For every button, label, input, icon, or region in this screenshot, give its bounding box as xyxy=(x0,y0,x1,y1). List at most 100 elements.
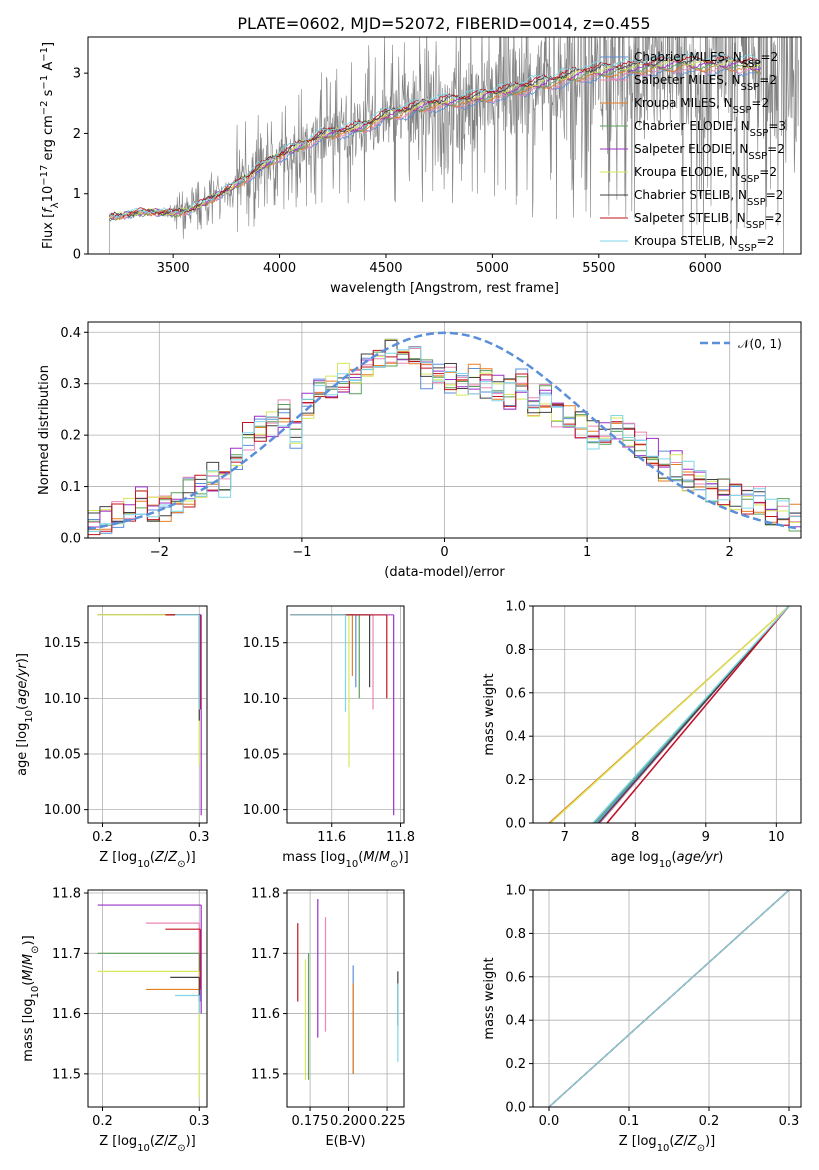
ytick-label: 10.10 xyxy=(44,692,81,707)
marks-cum-age xyxy=(548,606,790,823)
cumage-salpeter-stelib xyxy=(606,606,790,823)
marks-mass-age xyxy=(290,614,395,816)
xtick-label: 3500 xyxy=(157,261,190,276)
grid-cum-z xyxy=(533,889,801,1108)
marks-residuals xyxy=(88,331,801,536)
axes-frame xyxy=(532,605,802,824)
xtick-label: 0.1 xyxy=(619,1114,640,1129)
xtick-label: 5000 xyxy=(476,261,509,276)
ytick-label: 1.0 xyxy=(505,884,526,899)
xtick-label: 1 xyxy=(583,545,591,560)
marks-spectrum xyxy=(108,37,799,254)
ytick-label: 10.10 xyxy=(243,692,280,707)
xlabel: mass [log10(M/M⊙)] xyxy=(282,850,408,870)
xlabel: (data-model)/error xyxy=(384,565,505,580)
xlabel: wavelength [Angstrom, rest frame] xyxy=(330,281,559,296)
ytick-label: 0.6 xyxy=(505,686,526,701)
ytick-label: 0.4 xyxy=(60,326,81,341)
xtick-label: 0.175 xyxy=(291,1114,328,1129)
cumz-kroupa-stelib xyxy=(548,890,790,1107)
legend-label-chabrier-elodie: Chabrier ELODIE, NSSP=3 xyxy=(634,119,786,139)
xtick-label: −2 xyxy=(150,545,169,560)
panel-z-mass: 0.2 0.3 11.5 11.6 11.7 11.8 Z [log10(Z/Z⊙)] mas… xyxy=(21,887,210,1154)
normal-curve xyxy=(88,331,799,531)
xtick-label: 0.225 xyxy=(368,1114,405,1129)
marks-ebv-mass xyxy=(297,899,399,1080)
xtick-label: 11.8 xyxy=(386,830,415,845)
model-line-salpeter-stelib xyxy=(108,53,761,218)
xlabel: Z [log10(Z/Z⊙)] xyxy=(619,1134,716,1154)
xtick-label: 7 xyxy=(561,830,569,845)
xtick-label: 10 xyxy=(768,830,785,845)
ytick-label: 11.6 xyxy=(251,1007,280,1022)
panel-z-age: 0.2 0.3 10.00 10.05 10.10 10.15 Z [log10(Z/Z⊙)… xyxy=(15,605,210,870)
legend-label-normal: 𝒩(0, 1) xyxy=(738,337,782,351)
xtick-label: 8 xyxy=(631,830,639,845)
xtick-label: 6000 xyxy=(689,261,722,276)
grid-z-mass xyxy=(88,890,207,1107)
ytick-label: 11.7 xyxy=(251,947,280,962)
panel-spectrum: 3500 4000 4500 5000 5500 6000 0 1 2 3 Chabrier MIL… xyxy=(39,36,802,296)
legend-label-salpeter-miles: Salpeter MILES, NSSP=2 xyxy=(634,73,777,93)
xtick-label: 0.3 xyxy=(189,1114,210,1129)
xtick-label: 0 xyxy=(440,545,448,560)
marks-z-age xyxy=(97,614,202,816)
ytick-label: 10.00 xyxy=(243,803,280,818)
cumage-kroupa-elodie xyxy=(550,606,790,823)
ytick-label: 0.0 xyxy=(60,532,81,547)
ytick-label: 10.05 xyxy=(243,748,280,763)
hist-kroupa-stelib xyxy=(88,346,801,532)
ytick-label: 11.5 xyxy=(251,1067,280,1082)
ylabel: Flux [fλ10−17 erg cm−2 s−1 A−1] xyxy=(39,42,61,249)
xtick-label: 0.200 xyxy=(330,1114,367,1129)
legend-label-kroupa-stelib: Kroupa STELIB, NSSP=2 xyxy=(634,234,774,254)
grid-ebv-mass xyxy=(287,890,404,1107)
xtick-label: 0.2 xyxy=(92,830,113,845)
ytick-label: 11.5 xyxy=(52,1067,81,1082)
marks-cum-z xyxy=(548,890,790,1107)
axes-frame xyxy=(532,889,802,1108)
ytick-label: 11.6 xyxy=(52,1007,81,1022)
panel-mass-age: 11.6 11.8 10.00 10.05 10.10 10.15 mass [log10(… xyxy=(243,605,415,870)
ytick-label: 2 xyxy=(73,127,81,142)
ytick-label: 0 xyxy=(73,248,81,263)
ytick-label: 0.1 xyxy=(60,480,81,495)
axes-frame xyxy=(286,605,405,824)
legend-label-kroupa-miles: Kroupa MILES, NSSP=2 xyxy=(634,96,769,116)
xtick-label: 9 xyxy=(702,830,710,845)
xtick-label: 0.2 xyxy=(699,1114,720,1129)
ytick-label: 0.0 xyxy=(505,817,526,832)
xtick-label: 11.6 xyxy=(317,830,346,845)
hist-chabrier-stelib xyxy=(88,339,801,525)
xtick-label: 0.2 xyxy=(92,1114,113,1129)
panel-residuals: −2 −1 0 1 2 0.0 0.1 0.2 0.3 0.4 𝒩(0, 1) (data-model… xyxy=(37,321,802,580)
cumage-kroupa-stelib xyxy=(592,606,790,823)
ytick-label: 0.2 xyxy=(505,773,526,788)
xtick-label: 4000 xyxy=(263,261,296,276)
figure-title: PLATE=0602, MJD=52072, FIBERID=0014, z=0… xyxy=(237,14,650,33)
legend-label-kroupa-elodie: Kroupa ELODIE, NSSP=2 xyxy=(634,165,777,185)
ytick-label: 1 xyxy=(73,187,81,202)
axes-frame xyxy=(87,321,802,539)
ytick-label: 3 xyxy=(73,67,81,82)
xlabel: age log10(age/yr) xyxy=(611,850,724,870)
model-line-kroupa-stelib xyxy=(108,52,761,220)
grid-z-age xyxy=(88,606,207,823)
xtick-label: 4500 xyxy=(369,261,402,276)
xtick-label: 0.3 xyxy=(779,1114,800,1129)
xlabel: Z [log10(Z/Z⊙)] xyxy=(99,1134,196,1154)
axes-frame xyxy=(87,605,208,824)
panel-cum-z: 0.0 0.1 0.2 0.3 0.0 0.2 0.4 0.6 0.8 1.0 Z [log10(Z… xyxy=(482,884,802,1154)
xtick-label: 0.0 xyxy=(539,1114,560,1129)
ytick-label: 11.8 xyxy=(52,887,81,902)
ytick-label: 0.2 xyxy=(505,1057,526,1072)
legend-label-chabrier-miles: Chabrier MILES, NSSP=2 xyxy=(634,50,778,70)
xtick-label: 0.3 xyxy=(189,830,210,845)
ytick-label: 10.15 xyxy=(44,636,81,651)
xlabel: E(B-V) xyxy=(325,1134,365,1149)
ytick-label: 0.0 xyxy=(505,1101,526,1116)
model-line-salpeter-miles xyxy=(109,65,761,221)
axes-frame xyxy=(87,889,208,1108)
xtick-label: −1 xyxy=(292,545,311,560)
